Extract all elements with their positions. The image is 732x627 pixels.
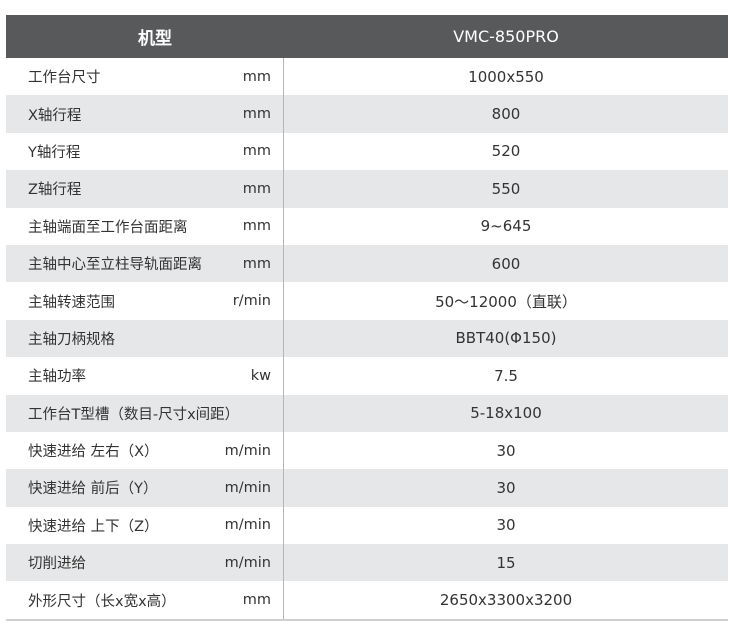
header-label: 机型 — [138, 29, 172, 49]
table-row: 工作台T型槽（数目-尺寸x间距） 5-18x100 — [6, 394, 728, 432]
row-unit: mm — [242, 106, 271, 123]
row-label-cell: 快速进给 上下（Z） m/min — [6, 506, 284, 545]
row-label-cell: Z轴行程 mm — [6, 170, 284, 208]
row-value: 800 — [491, 105, 521, 124]
table-row: 主轴端面至工作台面距离 mm 9~645 — [6, 207, 728, 245]
row-unit: mm — [242, 592, 271, 609]
row-unit: m/min — [224, 554, 271, 571]
row-label: 工作台尺寸 — [28, 70, 101, 87]
row-unit: mm — [242, 255, 271, 272]
table-row: 主轴中心至立柱导轨面距离 mm 600 — [6, 244, 728, 283]
table-header: 机型 VMC-850PRO — [6, 15, 728, 58]
row-unit: mm — [242, 68, 271, 85]
table-row: 主轴转速范围 r/min 50～12000（直联） — [6, 282, 728, 320]
row-value: 550 — [491, 179, 521, 198]
row-label: 主轴刀柄规格 — [28, 331, 115, 348]
row-unit: r/min — [232, 293, 271, 310]
table-row: 外形尺寸（长x宽x高） mm 2650x3300x3200 — [6, 581, 728, 619]
row-label-cell: 主轴转速范围 r/min — [6, 282, 284, 320]
row-label: 快速进给 上下（Z） — [28, 518, 159, 535]
table-row: X轴行程 mm 800 — [6, 95, 728, 133]
row-unit: mm — [242, 180, 271, 197]
row-value: 520 — [491, 142, 521, 161]
row-label: 主轴功率 — [28, 369, 86, 386]
row-value: 600 — [491, 254, 521, 273]
row-label-cell: 快速进给 左右（X） m/min — [6, 431, 284, 470]
row-label: Y轴行程 — [28, 144, 81, 161]
row-value: 1000x550 — [468, 67, 544, 86]
row-value: 50～12000（直联） — [435, 292, 577, 311]
table-row: 切削进给 m/min 15 — [6, 544, 728, 582]
row-label: 切削进给 — [28, 556, 86, 573]
row-label-cell: 主轴中心至立柱导轨面距离 mm — [6, 244, 284, 283]
table-row: 主轴功率 kw 7.5 — [6, 357, 728, 395]
row-label-cell: X轴行程 mm — [6, 95, 284, 133]
row-unit: mm — [242, 218, 271, 235]
row-unit: kw — [250, 367, 271, 384]
spec-table: 机型 VMC-850PRO 工作台尺寸 mm 1000x550 X轴行程 mm 800 Y轴… — [6, 15, 728, 621]
table-row: 快速进给 前后（Y） m/min 30 — [6, 469, 728, 507]
table-row: Y轴行程 mm 520 — [6, 132, 728, 171]
row-value: 30 — [496, 478, 516, 497]
row-label: Z轴行程 — [28, 182, 82, 199]
table-row: 工作台尺寸 mm 1000x550 — [6, 58, 728, 96]
table-body: 工作台尺寸 mm 1000x550 X轴行程 mm 800 Y轴行程 mm 520 Z轴行程 mm 5… — [6, 58, 728, 621]
table-row: 快速进给 左右（X） m/min 30 — [6, 431, 728, 470]
row-label: 快速进给 左右（X） — [28, 444, 159, 461]
table-row: 主轴刀柄规格 BBT40(Φ150) — [6, 319, 728, 358]
row-label-cell: 工作台尺寸 mm — [6, 58, 284, 96]
row-value: 9~645 — [480, 217, 532, 236]
row-value: 2650x3300x3200 — [439, 591, 573, 610]
row-label-cell: 工作台T型槽（数目-尺寸x间距） — [6, 394, 284, 432]
row-label-cell: 主轴功率 kw — [6, 357, 284, 395]
row-label: 工作台T型槽（数目-尺寸x间距） — [28, 406, 240, 423]
row-label-cell: 主轴端面至工作台面距离 mm — [6, 207, 284, 245]
row-label-cell: 快速进给 前后（Y） m/min — [6, 469, 284, 507]
row-unit: m/min — [224, 517, 271, 534]
header-model: VMC-850PRO — [453, 27, 559, 46]
row-label: 主轴中心至立柱导轨面距离 — [28, 257, 202, 274]
row-label-cell: 主轴刀柄规格 — [6, 319, 284, 358]
row-label: 快速进给 前后（Y） — [28, 481, 158, 498]
row-unit: m/min — [224, 479, 271, 496]
row-label: 外形尺寸（长x宽x高） — [28, 593, 176, 610]
row-label-cell: 切削进给 m/min — [6, 544, 284, 582]
row-label: X轴行程 — [28, 107, 82, 124]
row-value: BBT40(Φ150) — [455, 329, 557, 348]
row-value: 7.5 — [494, 366, 518, 385]
row-unit: m/min — [224, 442, 271, 459]
row-value: 5-18x100 — [470, 404, 542, 423]
row-label-cell: 外形尺寸（长x宽x高） mm — [6, 581, 284, 619]
table-row: Z轴行程 mm 550 — [6, 170, 728, 208]
table-row: 快速进给 上下（Z） m/min 30 — [6, 506, 728, 545]
row-label-cell: Y轴行程 mm — [6, 132, 284, 171]
row-value: 15 — [496, 553, 516, 572]
row-label: 主轴端面至工作台面距离 — [28, 219, 188, 236]
row-value: 30 — [496, 441, 516, 460]
row-unit: mm — [242, 143, 271, 160]
row-value: 30 — [496, 516, 516, 535]
row-label: 主轴转速范围 — [28, 294, 115, 311]
